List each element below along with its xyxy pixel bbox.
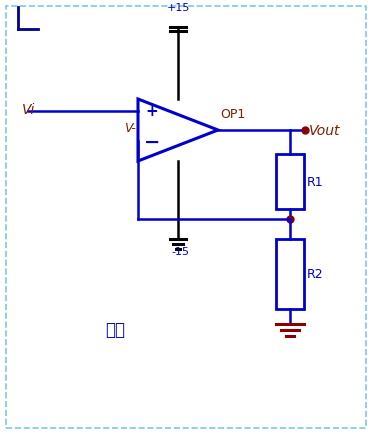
- Text: Vi: Vi: [22, 103, 35, 117]
- Text: V-: V-: [124, 121, 136, 134]
- Text: OP1: OP1: [220, 108, 245, 121]
- Text: +15: +15: [166, 3, 190, 13]
- Text: +: +: [145, 104, 159, 119]
- Text: -15: -15: [171, 247, 189, 256]
- Text: R1: R1: [307, 176, 324, 188]
- Text: Vout: Vout: [309, 124, 341, 138]
- Bar: [276, 155, 304, 210]
- Text: 图二: 图二: [105, 320, 125, 338]
- Bar: [276, 240, 304, 309]
- Text: R2: R2: [307, 268, 324, 281]
- Text: −: −: [144, 132, 160, 151]
